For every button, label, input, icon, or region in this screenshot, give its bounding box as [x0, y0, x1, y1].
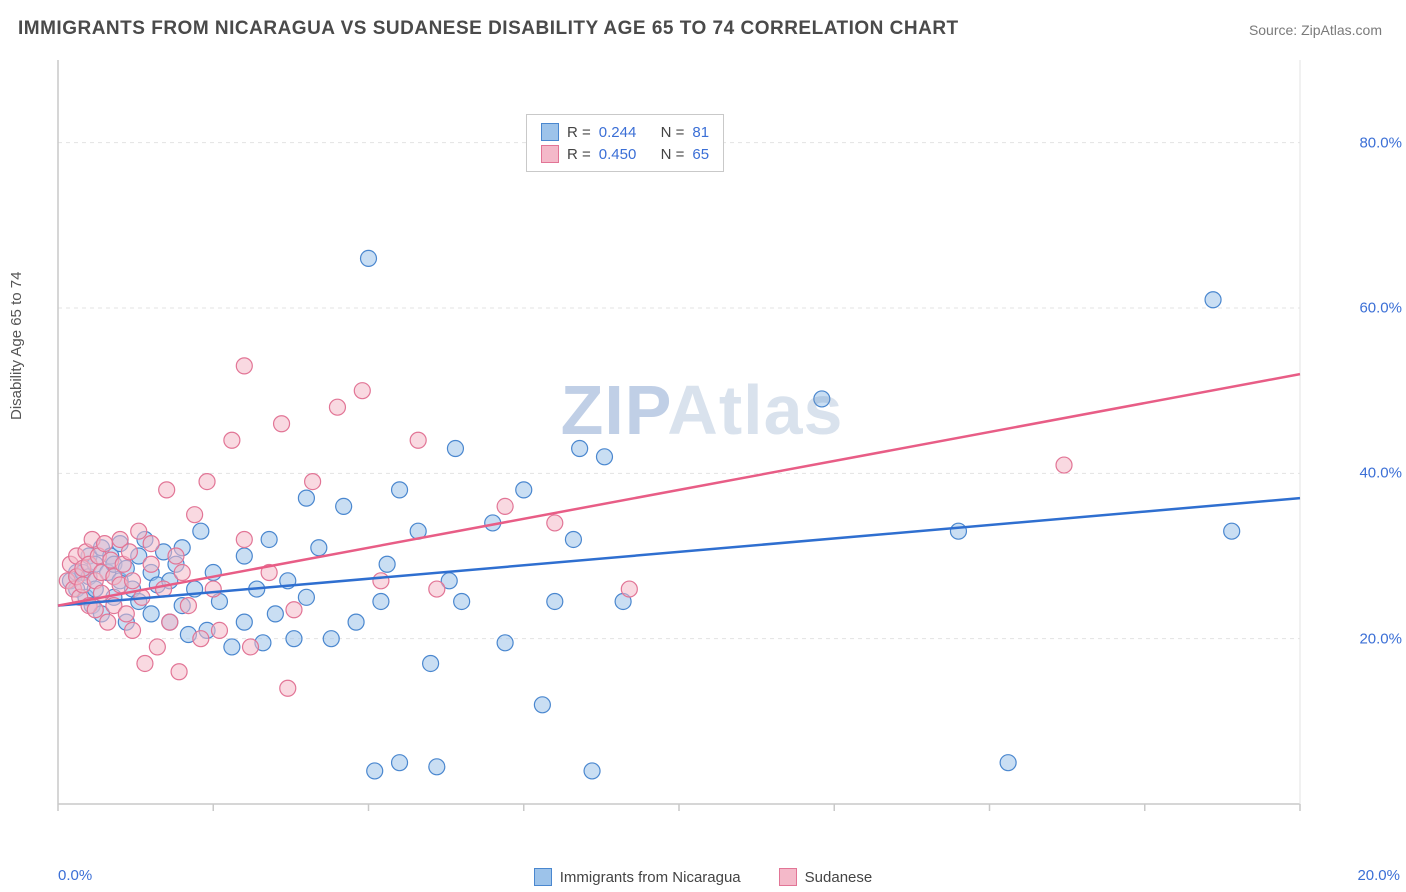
- legend-swatch-nicaragua: [541, 123, 559, 141]
- legend-n-value: 81: [692, 124, 709, 141]
- legend-n-value: 65: [692, 146, 709, 163]
- legend-item-sudanese: Sudanese: [779, 868, 873, 886]
- correlation-legend: R = 0.244 N = 81 R = 0.450 N = 65: [526, 114, 724, 172]
- series-legend: Immigrants from Nicaragua Sudanese: [0, 868, 1406, 886]
- legend-n-label: N =: [661, 146, 685, 163]
- legend-row-sudanese: R = 0.450 N = 65: [541, 143, 709, 165]
- legend-item-nicaragua: Immigrants from Nicaragua: [534, 868, 741, 886]
- legend-label: Immigrants from Nicaragua: [560, 869, 741, 886]
- legend-swatch-nicaragua: [534, 868, 552, 886]
- chart-area: ZIPAtlas R = 0.244 N = 81 R = 0.450 N = …: [54, 56, 1350, 826]
- legend-r-label: R =: [567, 124, 591, 141]
- legend-row-nicaragua: R = 0.244 N = 81: [541, 121, 709, 143]
- source-attribution: Source: ZipAtlas.com: [1249, 22, 1382, 38]
- legend-r-value: 0.450: [599, 146, 637, 163]
- legend-r-value: 0.244: [599, 124, 637, 141]
- legend-r-label: R =: [567, 146, 591, 163]
- y-axis-label: Disability Age 65 to 74: [8, 272, 25, 420]
- y-axis-tick: 60.0%: [1359, 300, 1402, 317]
- legend-swatch-sudanese: [779, 868, 797, 886]
- chart-title: IMMIGRANTS FROM NICARAGUA VS SUDANESE DI…: [18, 18, 959, 40]
- legend-swatch-sudanese: [541, 145, 559, 163]
- y-axis-tick: 80.0%: [1359, 134, 1402, 151]
- y-axis-tick: 40.0%: [1359, 465, 1402, 482]
- y-axis-tick: 20.0%: [1359, 630, 1402, 647]
- legend-label: Sudanese: [805, 869, 873, 886]
- legend-n-label: N =: [661, 124, 685, 141]
